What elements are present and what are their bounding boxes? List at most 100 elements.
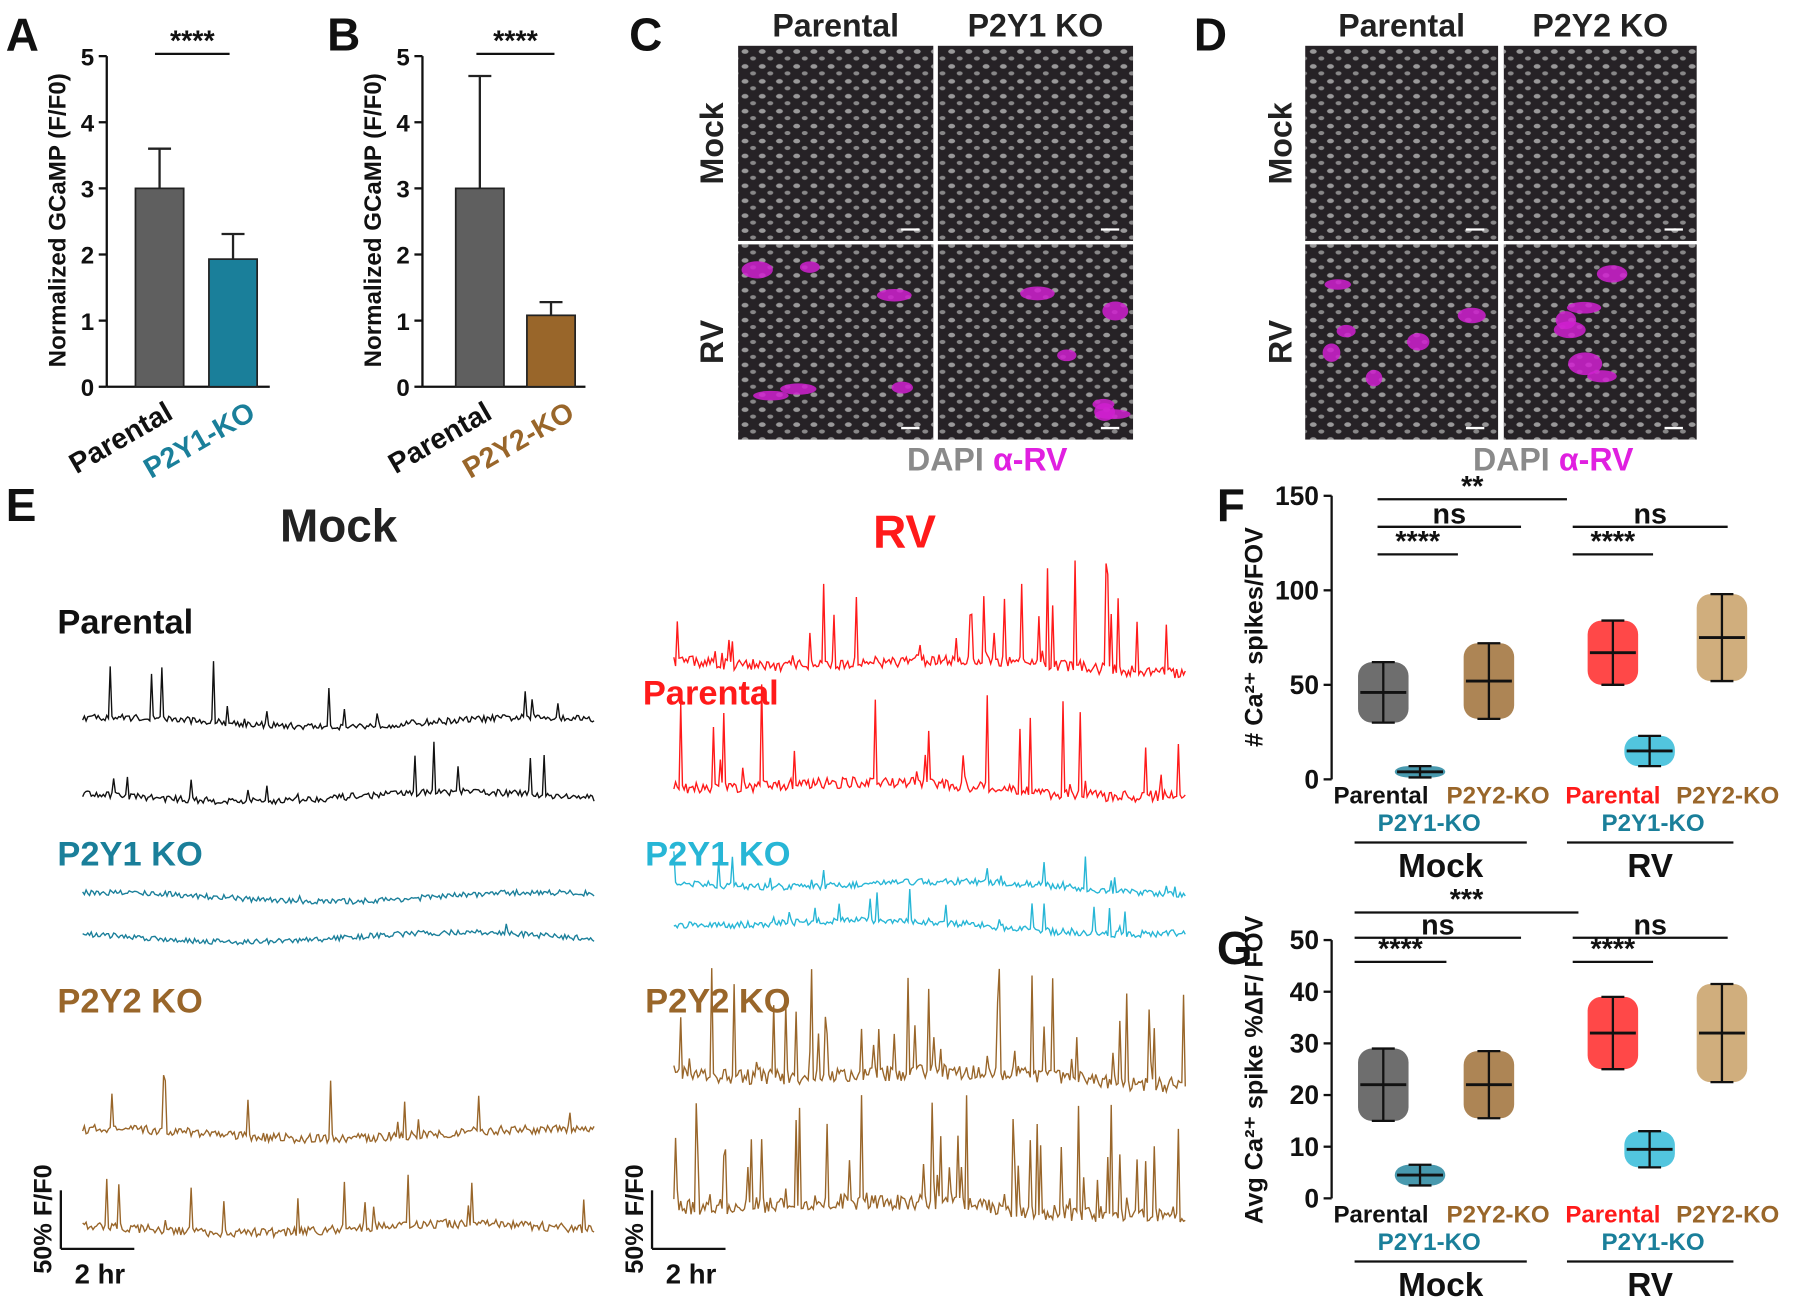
row-label: Parental [643, 675, 779, 713]
trace [82, 661, 595, 732]
x-tick-label: Parental [1333, 1201, 1428, 1228]
panel-label: G [1217, 922, 1253, 974]
y-tick-label: 3 [81, 177, 94, 204]
panel-label: E [6, 479, 37, 531]
y-tick-label: 1 [81, 309, 94, 336]
y-tick-label: 100 [1275, 576, 1319, 606]
y-tick-label: 30 [1290, 1029, 1319, 1059]
infected-cell [1457, 307, 1486, 324]
infected-cell [1057, 349, 1077, 362]
nuclei [1305, 45, 1499, 241]
significance-label: **** [170, 25, 215, 57]
infected-cell [1596, 265, 1628, 283]
column-label: Parental [772, 8, 899, 44]
x-tick-label: Parental [1333, 782, 1428, 809]
trace [673, 889, 1186, 939]
significance-label: **** [1591, 933, 1636, 965]
trace [673, 968, 1186, 1095]
x-tick-label: P2Y2-KO [1676, 1201, 1779, 1228]
scale-label-x: 2 hr [75, 1258, 126, 1289]
row-label: P2Y1 KO [57, 835, 202, 873]
bar [208, 258, 259, 388]
infected-cell [1324, 279, 1352, 290]
trace [81, 1074, 595, 1145]
scale-label-y: 50% F/F0 [621, 1164, 649, 1273]
infected-cell [799, 261, 820, 273]
infected-cell [1095, 409, 1131, 420]
group-label: RV [1627, 848, 1673, 885]
infected-cell [1587, 370, 1617, 383]
panel-label: A [6, 8, 39, 60]
x-tick-label: P2Y2-KO [1676, 782, 1779, 809]
infected-cell [1020, 286, 1055, 301]
nuclei [1503, 45, 1697, 241]
significance-label: **** [1395, 526, 1440, 558]
nuclei [738, 45, 934, 241]
trace-title: RV [873, 505, 936, 557]
x-tick-label: P2Y1-KO [1602, 810, 1705, 837]
significance-label: **** [493, 25, 538, 57]
y-axis-label: Avg Ca²⁺ spike %ΔF/ FOV [1241, 915, 1269, 1224]
nuclei [937, 45, 1134, 241]
significance-label: ns [1433, 498, 1466, 530]
x-tick-label: P2Y1-KO [1602, 1229, 1705, 1256]
row-label: P2Y2 KO [645, 982, 790, 1020]
infected-cell [780, 383, 817, 395]
panel-label: B [327, 8, 360, 60]
trace [82, 741, 595, 806]
trace [82, 887, 595, 906]
scale-label-x: 2 hr [666, 1258, 717, 1289]
y-tick-label: 40 [1290, 977, 1319, 1007]
bar [526, 314, 576, 388]
row-label: RV [694, 319, 730, 364]
y-tick-label: 10 [1290, 1132, 1319, 1162]
y-tick-label: 2 [81, 243, 94, 270]
infected-cell [876, 288, 912, 302]
infected-cell [1406, 333, 1430, 351]
group-label: RV [1627, 1267, 1673, 1304]
nuclei [738, 244, 934, 440]
y-tick-label: 150 [1275, 481, 1319, 511]
y-tick-label: 2 [396, 243, 409, 270]
y-tick-label: 0 [81, 375, 94, 402]
significance-label: ns [1633, 909, 1666, 941]
x-tick-label: P2Y2-KO [1447, 1201, 1550, 1228]
y-tick-label: 20 [1290, 1080, 1319, 1110]
panel-label: F [1217, 479, 1245, 531]
y-tick-label: 3 [396, 177, 409, 204]
y-tick-label: 4 [81, 110, 95, 137]
y-tick-label: 50 [1290, 925, 1319, 955]
trace [673, 684, 1186, 804]
infected-cell [1336, 324, 1356, 338]
row-label: Parental [57, 604, 193, 642]
panel-label: D [1194, 8, 1227, 60]
significance-label: ns [1421, 909, 1454, 941]
x-tick-label: P2Y1-KO [1378, 1229, 1481, 1256]
trace [673, 1095, 1186, 1223]
column-label: P2Y2 KO [1532, 8, 1668, 44]
y-tick-label: 5 [396, 44, 409, 71]
y-tick-label: 5 [81, 44, 94, 71]
group-label: Mock [1398, 848, 1484, 885]
stain-label: DAPI [907, 442, 984, 478]
stain-label: α-RV [993, 442, 1068, 478]
row-label: Mock [694, 102, 730, 184]
x-tick-label: P2Y2-KO [1447, 782, 1550, 809]
stain-label: DAPI [1473, 442, 1550, 478]
x-tick-label: P2Y1-KO [1378, 810, 1481, 837]
bar [454, 187, 505, 388]
infected-cell [1568, 352, 1603, 376]
significance-label: ** [1461, 471, 1484, 503]
y-tick-label: 0 [1304, 1184, 1319, 1214]
nuclei [1305, 244, 1499, 440]
group-label: Mock [1398, 1267, 1484, 1304]
row-label: RV [1262, 319, 1298, 364]
significance-label: *** [1450, 884, 1484, 916]
y-tick-label: 1 [396, 309, 409, 336]
infected-cell [1365, 369, 1383, 387]
trace [82, 1174, 595, 1240]
row-label: P2Y2 KO [57, 982, 202, 1020]
y-tick-label: 0 [396, 375, 409, 402]
infected-cell [753, 390, 789, 401]
